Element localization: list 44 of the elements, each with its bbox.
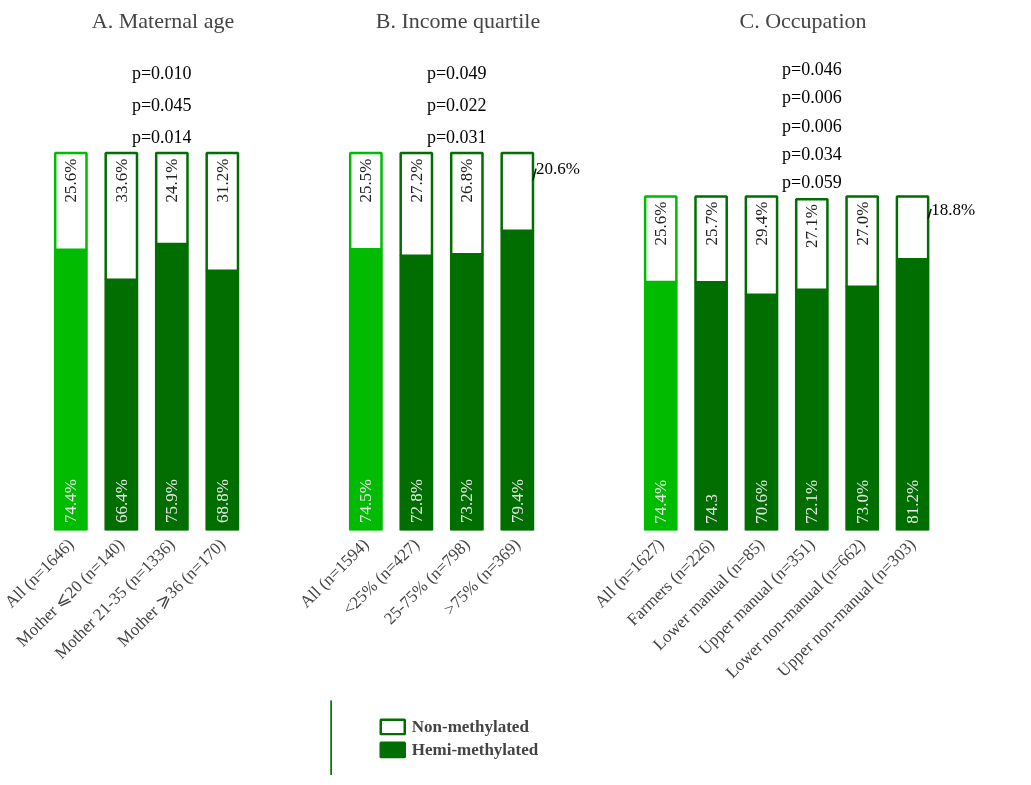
data-label: 25.6% bbox=[61, 158, 81, 203]
data-label: 72.1% bbox=[802, 479, 822, 524]
chart-title: B. Income quartile bbox=[375, 7, 541, 33]
data-label: 20.6% bbox=[536, 159, 580, 179]
legend-label: Hemi-methylated bbox=[411, 739, 539, 759]
chart-title: C. Occupation bbox=[739, 7, 867, 33]
data-label: 27.2% bbox=[406, 158, 426, 203]
data-label: 25.6% bbox=[651, 201, 671, 246]
text: p=0.046 bbox=[781, 58, 842, 79]
text: p=0.049 bbox=[426, 62, 487, 83]
data-label: 27.0% bbox=[852, 201, 872, 246]
text: p=0.014 bbox=[131, 126, 192, 147]
text: p=0.059 bbox=[781, 172, 842, 193]
text: p=0.022 bbox=[426, 94, 487, 115]
data-label: 18.8% bbox=[931, 199, 976, 219]
data-label: 74.4% bbox=[61, 479, 81, 523]
data-label: 74.4% bbox=[651, 479, 671, 524]
data-label: 29.4% bbox=[751, 201, 771, 246]
data-label: 75.9% bbox=[162, 479, 182, 523]
data-label: 72.8% bbox=[406, 479, 426, 523]
data-label: 73.0% bbox=[852, 479, 872, 524]
data-label: 66.4% bbox=[111, 479, 131, 523]
text: p=0.031 bbox=[426, 126, 487, 147]
data-label: 68.8% bbox=[212, 479, 232, 523]
text: p=0.006 bbox=[781, 115, 842, 136]
data-label: 74.3 bbox=[701, 494, 721, 524]
data-label: 24.1% bbox=[162, 158, 182, 203]
text: p=0.045 bbox=[131, 94, 192, 115]
text: p=0.034 bbox=[781, 143, 842, 164]
data-label: 33.6% bbox=[111, 158, 131, 203]
data-label: 26.8% bbox=[457, 158, 477, 203]
data-label: 79.4% bbox=[507, 479, 527, 523]
legend-label: Non-methylated bbox=[411, 716, 529, 736]
data-label: 70.6% bbox=[751, 479, 771, 524]
data-label: 27.1% bbox=[802, 204, 822, 249]
data-label: 73.2% bbox=[457, 479, 477, 523]
text: p=0.010 bbox=[131, 62, 192, 83]
data-label: 31.2% bbox=[212, 158, 232, 203]
data-label: 25.7% bbox=[701, 201, 721, 246]
chart-title: A. Maternal age bbox=[91, 7, 235, 33]
text: p=0.006 bbox=[781, 87, 842, 108]
data-label: 25.5% bbox=[356, 158, 376, 203]
data-label: 74.5% bbox=[356, 479, 376, 523]
data-label: 81.2% bbox=[903, 479, 923, 524]
